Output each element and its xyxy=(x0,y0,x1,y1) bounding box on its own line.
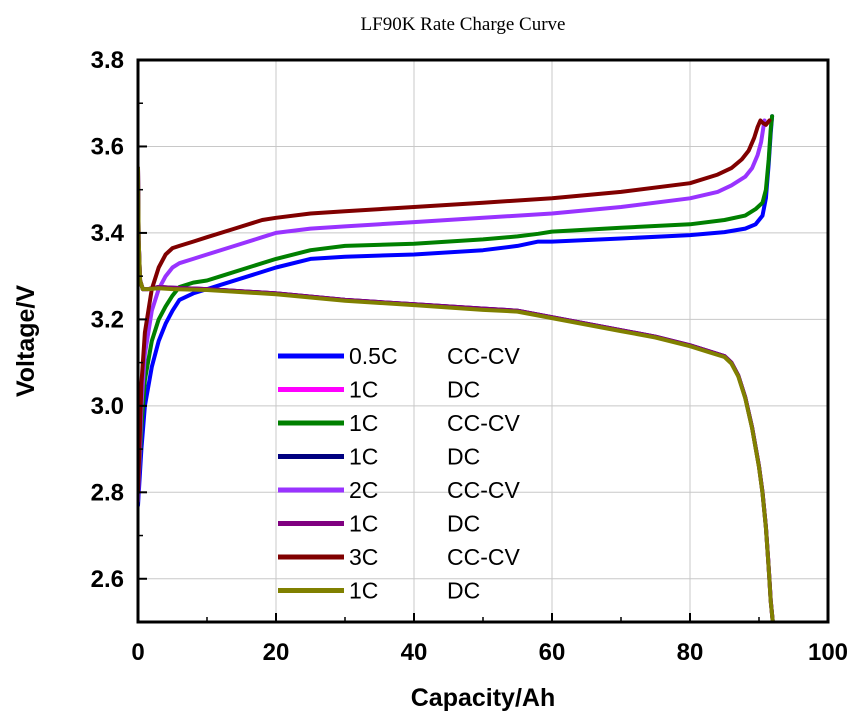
x-tick-label: 40 xyxy=(401,639,428,666)
y-tick-label: 2.8 xyxy=(91,479,124,506)
legend-series-mode: DC xyxy=(447,511,480,537)
y-tick-label: 3.8 xyxy=(91,47,124,74)
x-axis-label: Capacity/Ah xyxy=(411,684,555,712)
x-tick-label: 0 xyxy=(131,639,144,666)
series-line-2 xyxy=(138,114,775,495)
y-tick-label: 3.2 xyxy=(91,306,124,333)
x-tick-label: 80 xyxy=(677,639,704,666)
y-tick-label: 3.0 xyxy=(91,393,124,420)
legend-series-mode: CC-CV xyxy=(447,343,520,369)
series-line-7 xyxy=(138,166,775,622)
legend-series-name: 1C xyxy=(349,511,378,537)
legend-series-name: 1C xyxy=(349,377,378,403)
legend-series-mode: CC-CV xyxy=(447,477,520,503)
plot-frame xyxy=(136,58,830,624)
series-line-0 xyxy=(138,114,775,508)
legend-series-mode: CC-CV xyxy=(447,544,520,570)
chart-title: LF90K Rate Charge Curve xyxy=(361,14,566,35)
tick-labels: 0 20 40 60 80 100 2.6 2.8 3.0 3.2 3.4 3.6 3.8 xyxy=(91,47,848,666)
axis-ticks xyxy=(137,59,829,622)
y-axis-label: Voltage/V xyxy=(12,285,40,397)
legend-series-name: 1C xyxy=(349,578,378,604)
legend-series-name: 1C xyxy=(349,444,378,470)
legend: 0.5C CC-CV 1C DC 1C CC-CV 1C DC 2C CC-CV 1C DC 3C CC-… xyxy=(278,343,520,604)
y-tick-label: 2.6 xyxy=(91,566,124,593)
series-lines xyxy=(138,114,775,622)
legend-series-name: 2C xyxy=(349,477,378,503)
legend-series-name: 1C xyxy=(349,410,378,436)
legend-series-mode: DC xyxy=(447,377,480,403)
grid-lines xyxy=(138,60,828,622)
series-line-4 xyxy=(138,118,767,503)
series-line-6 xyxy=(138,118,772,495)
legend-series-mode: CC-CV xyxy=(447,410,520,436)
legend-series-mode: DC xyxy=(447,444,480,470)
x-tick-label: 60 xyxy=(539,639,566,666)
x-tick-label: 20 xyxy=(263,639,290,666)
y-tick-label: 3.6 xyxy=(91,133,124,160)
x-tick-label: 100 xyxy=(808,639,848,666)
y-tick-label: 3.4 xyxy=(91,220,125,247)
legend-series-mode: DC xyxy=(447,578,480,604)
legend-series-name: 3C xyxy=(349,544,378,570)
legend-series-name: 0.5C xyxy=(349,343,398,369)
